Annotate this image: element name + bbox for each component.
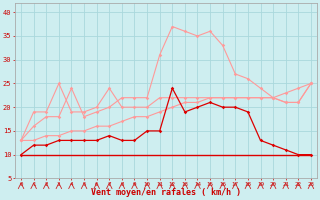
X-axis label: Vent moyen/en rafales ( km/h ): Vent moyen/en rafales ( km/h ): [91, 188, 241, 197]
